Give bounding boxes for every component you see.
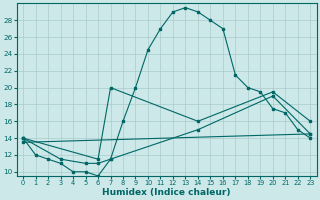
X-axis label: Humidex (Indice chaleur): Humidex (Indice chaleur) xyxy=(102,188,231,197)
